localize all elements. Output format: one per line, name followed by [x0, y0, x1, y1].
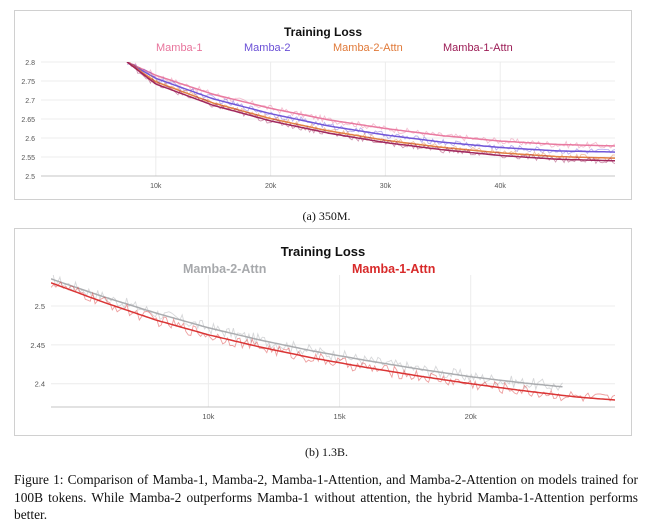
- legend-item-mamba-1: Mamba-1: [156, 42, 203, 54]
- x-tick-label: 10k: [202, 412, 214, 421]
- series-line: [51, 278, 563, 388]
- chart-title: Training Loss: [283, 25, 362, 39]
- series-noise-line: [126, 62, 615, 162]
- chart-panel-1-3b: Training Loss Mamba-2-Attn Mamba-1-Attn …: [14, 228, 632, 436]
- subfigure-caption-a: (a) 350M.: [302, 209, 351, 223]
- plot-area: 2.8 2.75 2.7 2.65 2.6 2.55 2.5 10k 20k 30k 40k: [21, 60, 615, 190]
- series-noise-line: [52, 275, 563, 392]
- x-tick-label: 15k: [334, 412, 346, 421]
- series-mamba-2-attn: [126, 62, 615, 162]
- series-mamba-1-attn: [126, 62, 615, 165]
- series-noise-line: [51, 281, 615, 403]
- subfigure-caption-b: (b) 1.3B.: [305, 445, 348, 459]
- y-tick-label: 2.7: [25, 98, 35, 105]
- y-tick-label: 2.45: [30, 341, 45, 350]
- y-tick-label: 2.5: [25, 174, 35, 181]
- series-noise-line: [126, 63, 615, 155]
- plot-area: 2.5 2.45 2.4 10k 15k 20k: [30, 275, 615, 421]
- series-line: [51, 282, 615, 401]
- y-tick-label: 2.5: [35, 302, 45, 311]
- legend-item-mamba-2-attn: Mamba-2-Attn: [333, 42, 403, 54]
- legend-item-mamba-1-attn: Mamba-1-Attn: [443, 42, 513, 54]
- series-mamba-1: [126, 62, 615, 150]
- series-noise-line: [129, 62, 615, 150]
- chart-title: Training Loss: [280, 244, 366, 259]
- y-tick-label: 2.8: [25, 60, 35, 67]
- series-line: [126, 62, 615, 147]
- x-tick-label: 30k: [380, 183, 392, 190]
- y-tick-label: 2.6: [25, 136, 35, 143]
- chart-panel-350m: Training Loss Mamba-1 Mamba-2 Mamba-2-At…: [14, 10, 632, 200]
- series-noise-line: [126, 62, 615, 165]
- series-line: [126, 62, 615, 153]
- y-tick-label: 2.65: [21, 117, 35, 124]
- x-tick-label: 20k: [465, 412, 477, 421]
- series-mamba-2: [126, 62, 615, 155]
- series-line: [126, 62, 615, 162]
- series-line: [126, 62, 615, 159]
- x-tick-label: 10k: [150, 183, 162, 190]
- figure-caption: Figure 1: Comparison of Mamba-1, Mamba-2…: [14, 472, 638, 522]
- legend-item-mamba-1-attn: Mamba-1-Attn: [352, 262, 436, 276]
- y-tick-label: 2.4: [35, 380, 45, 389]
- series-mamba-2-attn: [51, 275, 563, 392]
- x-tick-label: 40k: [495, 183, 507, 190]
- x-tick-label: 20k: [265, 183, 277, 190]
- series-mamba-1-attn: [51, 281, 615, 403]
- legend-item-mamba-2: Mamba-2: [244, 42, 291, 54]
- legend-item-mamba-2-attn: Mamba-2-Attn: [183, 262, 267, 276]
- y-tick-label: 2.55: [21, 155, 35, 162]
- y-tick-label: 2.75: [21, 79, 35, 86]
